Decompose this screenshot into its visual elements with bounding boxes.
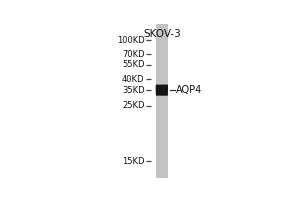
Text: 40KD: 40KD [122,75,145,84]
Bar [159,24,160,178]
Bar [164,24,165,178]
Bar [156,24,157,178]
Bar [156,24,168,178]
Bar [163,24,164,178]
Bar [162,24,163,178]
Text: AQP4: AQP4 [176,85,202,95]
Bar [158,24,159,178]
FancyBboxPatch shape [156,89,168,95]
Text: SKOV-3: SKOV-3 [143,29,181,39]
Text: 55KD: 55KD [122,60,145,69]
Text: 100KD: 100KD [117,36,145,45]
Bar [161,24,162,178]
Text: 70KD: 70KD [122,50,145,59]
Bar [160,24,161,178]
FancyBboxPatch shape [156,87,168,93]
Text: 15KD: 15KD [122,157,145,166]
Bar [157,24,158,178]
FancyBboxPatch shape [156,85,168,96]
Bar [167,24,168,178]
Text: 35KD: 35KD [122,86,145,95]
FancyBboxPatch shape [156,85,168,91]
Text: 25KD: 25KD [122,101,145,110]
Bar [165,24,166,178]
